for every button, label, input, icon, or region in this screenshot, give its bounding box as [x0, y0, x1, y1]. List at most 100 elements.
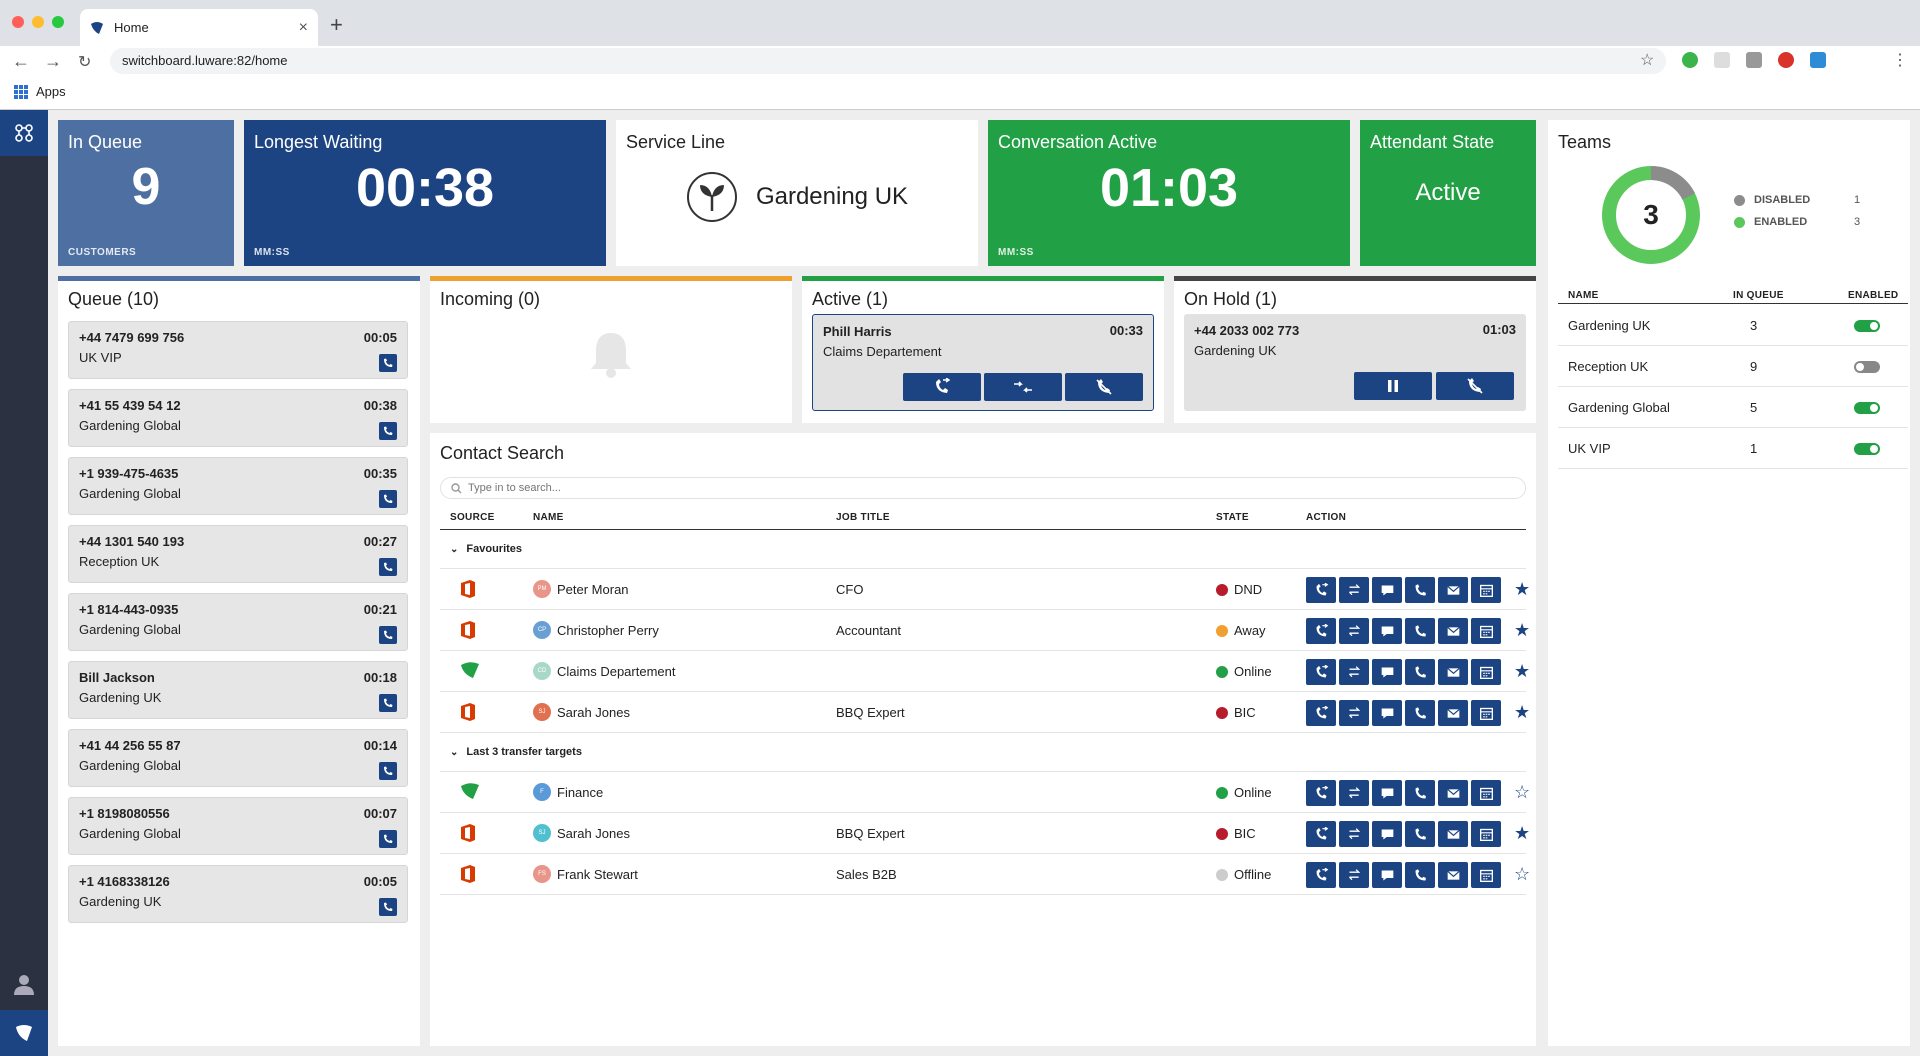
consult-transfer-button[interactable]	[1339, 821, 1369, 847]
contact-group-header[interactable]: ⌄ Favourites	[440, 530, 1526, 569]
email-button[interactable]	[1438, 700, 1468, 726]
queue-item[interactable]: Bill Jackson Gardening UK 00:18	[68, 661, 408, 719]
queue-item[interactable]: +1 8198080556 Gardening Global 00:07	[68, 797, 408, 855]
consult-transfer-button[interactable]	[1339, 780, 1369, 806]
call-transfer-button[interactable]	[1306, 659, 1336, 685]
accept-call-button[interactable]	[379, 558, 397, 576]
email-button[interactable]	[1438, 659, 1468, 685]
browser-menu-icon[interactable]: ⋮	[1892, 52, 1908, 69]
accept-call-button[interactable]	[379, 422, 397, 440]
hangup-hold-button[interactable]	[1436, 372, 1514, 400]
queue-item[interactable]: +1 939-475-4635 Gardening Global 00:35	[68, 457, 408, 515]
favourite-star-icon[interactable]: ★	[1514, 579, 1531, 599]
chat-button[interactable]	[1372, 862, 1402, 888]
chat-button[interactable]	[1372, 618, 1402, 644]
contact-group-header[interactable]: ⌄ Last 3 transfer targets	[440, 733, 1526, 772]
accept-call-button[interactable]	[379, 694, 397, 712]
bookmark-apps[interactable]: Apps	[14, 84, 66, 99]
consult-transfer-button[interactable]	[1339, 700, 1369, 726]
call-transfer-button[interactable]	[1306, 577, 1336, 603]
queue-item[interactable]: +1 814-443-0935 Gardening Global 00:21	[68, 593, 408, 651]
close-tab-icon[interactable]: ×	[298, 18, 308, 36]
accept-call-button[interactable]	[379, 626, 397, 644]
extension-t-icon[interactable]	[1714, 52, 1730, 68]
call-button[interactable]	[1405, 577, 1435, 603]
browser-tab[interactable]: Home ×	[80, 9, 318, 46]
email-button[interactable]	[1438, 577, 1468, 603]
queue-item[interactable]: +41 44 256 55 87 Gardening Global 00:14	[68, 729, 408, 787]
consult-transfer-button[interactable]	[1339, 862, 1369, 888]
call-button[interactable]	[1405, 862, 1435, 888]
on-hold-call-card[interactable]: +44 2033 002 773 Gardening UK 01:03	[1184, 314, 1526, 411]
queue-item[interactable]: +44 7479 699 756 UK VIP 00:05	[68, 321, 408, 379]
favourite-star-icon[interactable]: ★	[1514, 620, 1531, 640]
queue-item[interactable]: +41 55 439 54 12 Gardening Global 00:38	[68, 389, 408, 447]
back-icon[interactable]: ←	[12, 51, 30, 71]
chat-button[interactable]	[1372, 780, 1402, 806]
chat-button[interactable]	[1372, 700, 1402, 726]
team-enabled-toggle[interactable]	[1854, 361, 1880, 373]
extension-shield-icon[interactable]	[1682, 52, 1698, 68]
active-call-card[interactable]: Phill Harris Claims Departement 00:33	[812, 314, 1154, 411]
favourite-star-icon[interactable]: ☆	[1514, 864, 1531, 884]
favourite-star-icon[interactable]: ☆	[1514, 782, 1531, 802]
calendar-button[interactable]	[1471, 862, 1501, 888]
accept-call-button[interactable]	[379, 898, 397, 916]
chevron-down-icon[interactable]: ⌄	[450, 746, 459, 758]
new-tab-button[interactable]: +	[330, 12, 343, 37]
accept-call-button[interactable]	[379, 762, 397, 780]
call-button[interactable]	[1405, 700, 1435, 726]
calendar-button[interactable]	[1471, 659, 1501, 685]
favourite-star-icon[interactable]: ★	[1514, 661, 1531, 681]
queue-item[interactable]: +1 4168338126 Gardening UK 00:05	[68, 865, 408, 923]
extension-r-icon[interactable]	[1746, 52, 1762, 68]
call-button[interactable]	[1405, 780, 1435, 806]
calendar-button[interactable]	[1471, 618, 1501, 644]
reload-icon[interactable]: ↻	[78, 54, 92, 71]
extension-compass-icon[interactable]	[1778, 52, 1794, 68]
call-transfer-button[interactable]	[1306, 780, 1336, 806]
team-enabled-toggle[interactable]	[1854, 320, 1880, 332]
call-button[interactable]	[1405, 618, 1435, 644]
call-button[interactable]	[1405, 821, 1435, 847]
team-enabled-toggle[interactable]	[1854, 402, 1880, 414]
call-transfer-button[interactable]	[1306, 862, 1336, 888]
call-transfer-button[interactable]	[1306, 618, 1336, 644]
consult-transfer-button[interactable]	[1339, 659, 1369, 685]
maximize-window-button[interactable]	[52, 16, 64, 28]
accept-call-button[interactable]	[379, 490, 397, 508]
email-button[interactable]	[1438, 862, 1468, 888]
bookmark-star-icon[interactable]: ☆	[1640, 52, 1655, 69]
call-transfer-button[interactable]	[1306, 821, 1336, 847]
user-profile-button[interactable]	[12, 972, 36, 996]
luware-logo-button[interactable]	[0, 1010, 48, 1056]
consult-transfer-button[interactable]	[1339, 577, 1369, 603]
call-transfer-button[interactable]	[1306, 700, 1336, 726]
merge-call-button[interactable]	[984, 373, 1062, 401]
favourite-star-icon[interactable]: ★	[1514, 823, 1531, 843]
consult-transfer-button[interactable]	[1339, 618, 1369, 644]
calendar-button[interactable]	[1471, 577, 1501, 603]
resume-call-button[interactable]	[1354, 372, 1432, 400]
calendar-button[interactable]	[1471, 821, 1501, 847]
calendar-button[interactable]	[1471, 700, 1501, 726]
extension-shield-blue-icon[interactable]	[1810, 52, 1826, 68]
chat-button[interactable]	[1372, 659, 1402, 685]
favourite-star-icon[interactable]: ★	[1514, 702, 1531, 722]
close-window-button[interactable]	[12, 16, 24, 28]
switchboard-nav-button[interactable]	[0, 110, 48, 156]
contact-search-input[interactable]	[468, 482, 1368, 494]
chat-button[interactable]	[1372, 821, 1402, 847]
email-button[interactable]	[1438, 780, 1468, 806]
accept-call-button[interactable]	[379, 354, 397, 372]
forward-icon[interactable]: →	[44, 51, 62, 71]
chat-button[interactable]	[1372, 577, 1402, 603]
call-button[interactable]	[1405, 659, 1435, 685]
email-button[interactable]	[1438, 821, 1468, 847]
address-bar[interactable]: switchboard.luware:82/home	[110, 48, 1666, 74]
queue-item[interactable]: +44 1301 540 193 Reception UK 00:27	[68, 525, 408, 583]
team-enabled-toggle[interactable]	[1854, 443, 1880, 455]
transfer-call-button[interactable]	[903, 373, 981, 401]
chevron-down-icon[interactable]: ⌄	[450, 543, 459, 555]
contact-search-box[interactable]	[440, 477, 1526, 499]
